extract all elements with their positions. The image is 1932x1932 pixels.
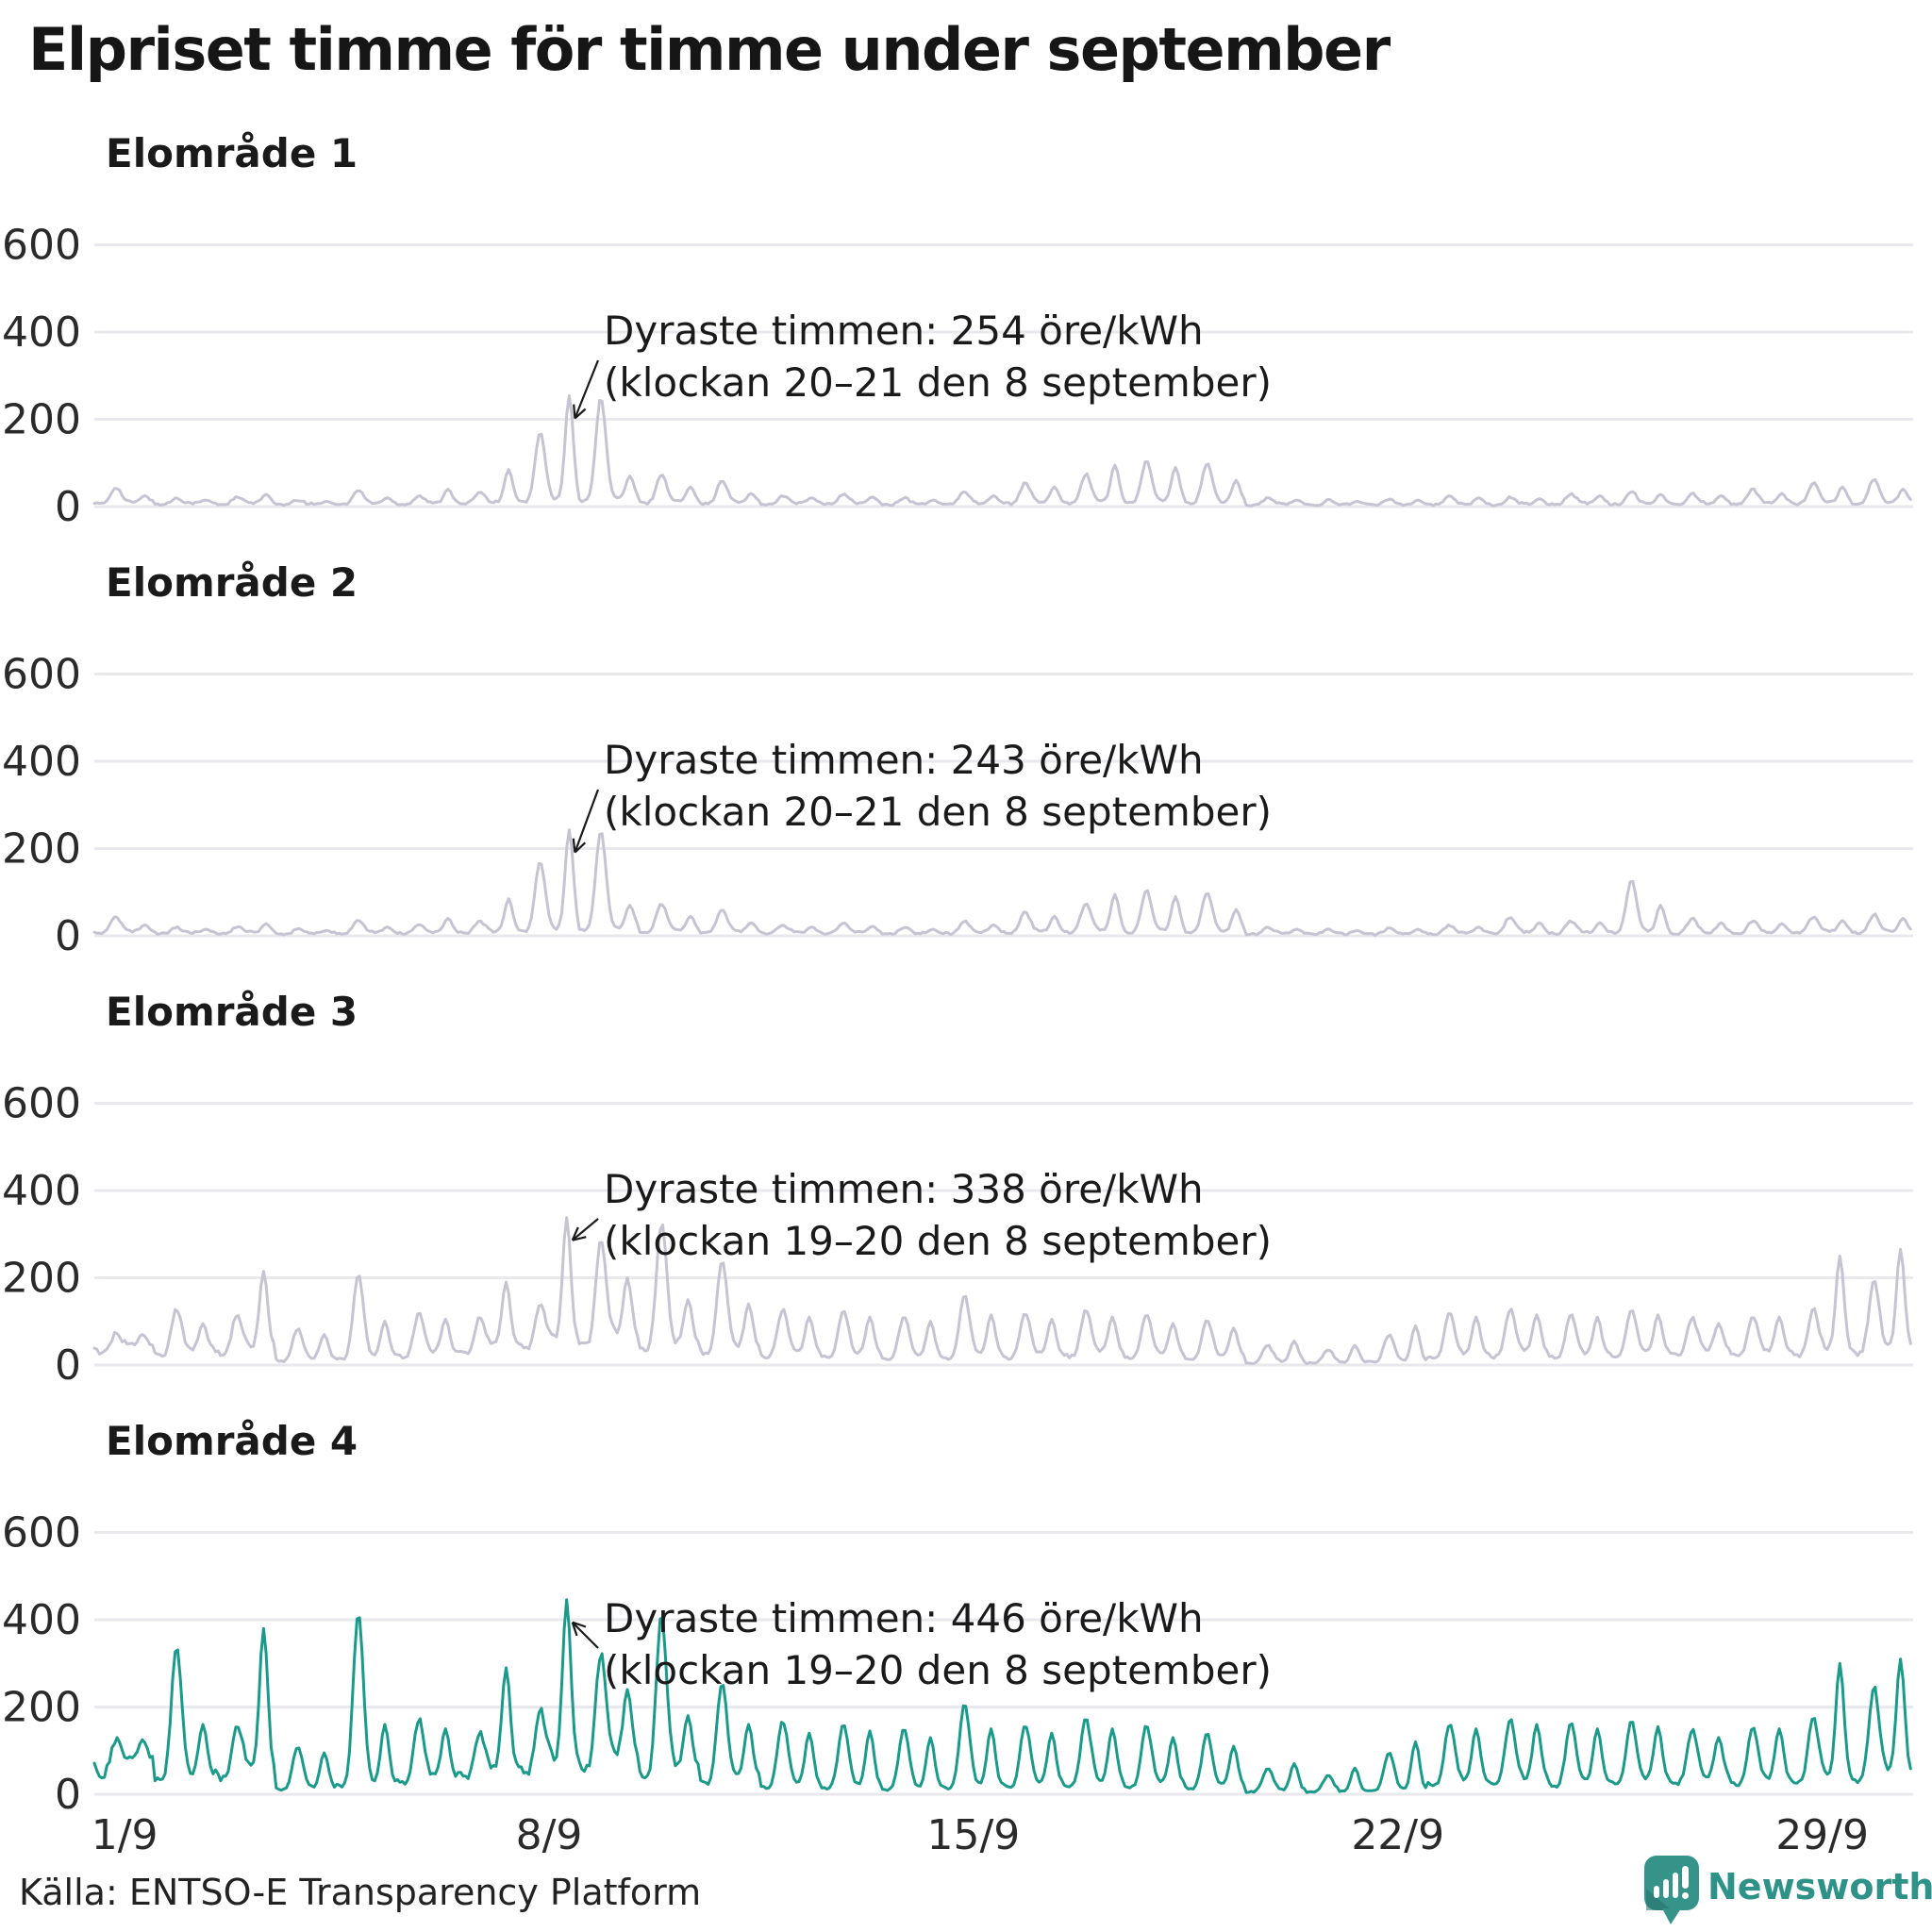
chart-plot-elomrade-2: 0 200 400 600 Dyraste timmen: 243 öre/kWh (k… — [2, 651, 1913, 960]
x-tick-label: 1/9 — [91, 1811, 158, 1859]
annotation-arrowhead — [571, 1226, 579, 1241]
y-tick-label: 400 — [2, 738, 81, 786]
y-tick-label: 600 — [2, 1509, 81, 1557]
y-tick-label: 400 — [2, 1167, 81, 1215]
price-line-elomr-de-3 — [92, 1216, 1912, 1366]
annotation-line2: (klockan 20–21 den 8 september) — [604, 359, 1272, 406]
annotation-arrow — [574, 789, 600, 853]
annotation-arrow — [572, 1218, 599, 1241]
x-tick-label: 29/9 — [1775, 1811, 1869, 1859]
annotation-arrow — [571, 1621, 599, 1649]
annotation-line1: Dyraste timmen: 254 öre/kWh — [604, 308, 1204, 354]
chart-subtitle-elomrade-4: Elområde 4 — [106, 1418, 358, 1464]
annotation-line1: Dyraste timmen: 243 öre/kWh — [604, 737, 1204, 783]
price-line-elomr-de-4 — [92, 1598, 1912, 1794]
y-tick-label: 200 — [2, 825, 81, 874]
y-tick-label: 200 — [2, 1684, 81, 1732]
y-tick-label: 600 — [2, 651, 81, 699]
y-tick-label: 200 — [2, 396, 81, 444]
y-tick-label: 400 — [2, 1596, 81, 1644]
y-tick-label: 600 — [2, 222, 81, 270]
chart-plot-elomrade-4: 0 200 400 600 Dyraste timmen: 446 öre/kWh (k… — [2, 1509, 1913, 1819]
annotation-line1: Dyraste timmen: 338 öre/kWh — [604, 1166, 1204, 1212]
y-tick-label: 0 — [55, 912, 81, 960]
chart-subtitle-elomrade-1: Elområde 1 — [106, 130, 358, 176]
page-title: Elpriset timme för timme under september — [28, 15, 1391, 84]
annotation-arrowhead — [574, 408, 587, 420]
annotation-arrowhead — [572, 838, 576, 853]
y-tick-label: 0 — [55, 483, 81, 531]
annotation-arrow — [574, 359, 600, 419]
y-tick-label: 0 — [55, 1771, 81, 1819]
price-line-elomr-de-2 — [92, 828, 1912, 937]
annotation-arrowhead — [572, 1621, 587, 1628]
chart-plot-elomrade-3: 0 200 400 600 Dyraste timmen: 338 öre/kWh (k… — [2, 1080, 1913, 1390]
chart-plot-elomrade-1: 0 200 400 600 Dyraste timmen: 254 öre/kWh (k… — [2, 222, 1913, 531]
newsworthy-logo-text: Newsworthy — [1707, 1866, 1932, 1907]
annotation-arrowhead — [574, 841, 587, 854]
annotation-line2: (klockan 19–20 den 8 september) — [604, 1647, 1272, 1693]
annotation-line2: (klockan 20–21 den 8 september) — [604, 789, 1272, 835]
x-tick-label: 8/9 — [515, 1811, 583, 1859]
y-tick-label: 200 — [2, 1255, 81, 1303]
newsworthy-logo-icon — [1644, 1856, 1699, 1924]
annotation-arrowhead — [573, 404, 576, 419]
y-tick-label: 400 — [2, 308, 81, 357]
annotation-arrowhead — [572, 1236, 587, 1241]
annotation-line2: (klockan 19–20 den 8 september) — [604, 1218, 1272, 1264]
y-tick-label: 0 — [55, 1341, 81, 1390]
price-line-elomr-de-1 — [92, 394, 1912, 508]
source-note: Källa: ENTSO-E Transparency Platform — [19, 1872, 702, 1913]
x-tick-label: 22/9 — [1351, 1811, 1445, 1859]
x-axis-labels: 1/9 8/9 15/9 22/9 29/9 — [0, 1811, 1932, 1872]
chart-subtitle-elomrade-3: Elområde 3 — [106, 989, 358, 1035]
chart-subtitle-elomrade-2: Elområde 2 — [106, 559, 358, 606]
annotation-arrowhead — [571, 1622, 578, 1637]
annotation-line1: Dyraste timmen: 446 öre/kWh — [604, 1595, 1204, 1641]
x-tick-label: 15/9 — [926, 1811, 1021, 1859]
y-tick-label: 600 — [2, 1080, 81, 1128]
